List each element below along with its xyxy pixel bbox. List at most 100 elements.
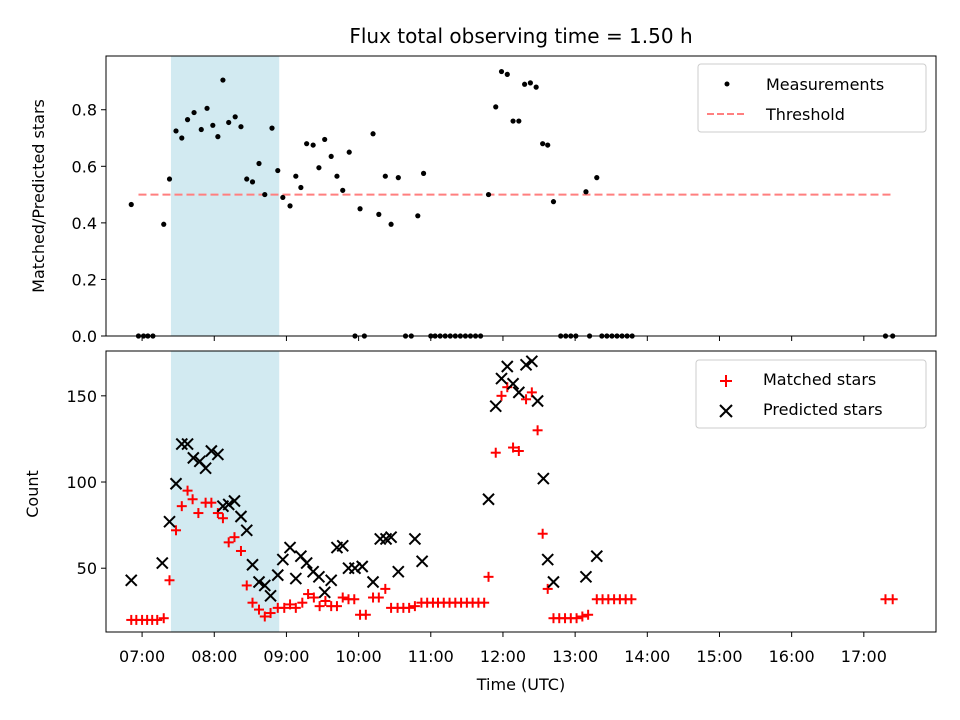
matched-star-point — [360, 609, 371, 620]
x-tick-label: 07:00 — [119, 647, 165, 666]
count-panel: Count Time (UTC) 50 100 150 07:00 08:00 09:00… — [23, 350, 937, 694]
x-tick-label: 15:00 — [696, 647, 742, 666]
measurement-point — [226, 119, 232, 126]
matched-star-point — [583, 609, 594, 620]
matched-star-point — [164, 575, 175, 586]
measurement-point — [322, 136, 328, 143]
matched-star-point — [373, 592, 384, 603]
measurement-point — [275, 167, 281, 174]
predicted-star-point — [531, 394, 544, 408]
predicted-star-point — [276, 553, 290, 566]
matched-star-point — [152, 614, 163, 625]
measurement-point — [415, 213, 421, 219]
x-tick-label: 10:00 — [336, 647, 382, 666]
matched-star-point — [206, 497, 217, 508]
matched-star-point — [265, 608, 276, 619]
x-tick-label: 11:00 — [408, 647, 454, 666]
chart-title: Flux total observing time = 1.50 h — [349, 24, 692, 48]
matched-star-point — [887, 594, 898, 605]
predicted-star-point — [205, 444, 218, 458]
predicted-star-point — [512, 386, 526, 399]
count-plot-frame — [105, 350, 937, 633]
matched-star-point — [223, 537, 234, 548]
measurement-point — [161, 221, 167, 227]
predicted-star-point — [222, 498, 235, 511]
x-tick-label: 09:00 — [263, 647, 309, 666]
predicted-star-point — [252, 575, 266, 589]
matched-star-point — [158, 613, 169, 624]
matched-star-point — [235, 545, 246, 556]
measurement-point — [420, 170, 427, 176]
ratio-panel: Flux total observing time = 1.50 h Match… — [29, 24, 937, 346]
predicted-star-point — [181, 437, 194, 451]
count-legend: Matched stars Predicted stars — [695, 359, 927, 429]
matched-star-point — [513, 445, 524, 456]
measurement-point — [485, 191, 492, 198]
measurement-point — [533, 84, 539, 90]
legend-threshold-label: Threshold — [765, 105, 845, 124]
predicted-star-point — [482, 493, 495, 506]
measurement-point — [128, 201, 134, 208]
predicted-star-point — [169, 477, 183, 490]
predicted-star-point — [590, 549, 603, 563]
predicted-star-point — [163, 515, 176, 528]
measurement-point — [334, 173, 340, 179]
measurement-point — [316, 165, 322, 171]
matched-star-point — [537, 528, 548, 539]
matched-star-point — [490, 447, 501, 458]
matched-star-point — [577, 611, 588, 622]
measurement-point — [238, 124, 244, 130]
count-y-tick-label: 150 — [66, 387, 97, 406]
measurement-point — [215, 134, 221, 140]
matched-star-point — [526, 387, 537, 398]
measurement-point — [382, 173, 388, 179]
predicted-star-point — [228, 494, 241, 508]
x-tick-label: 12:00 — [480, 647, 526, 666]
predicted-star-point — [211, 448, 225, 461]
count-y-axis-label: Count — [23, 470, 42, 518]
matched-star-point — [508, 442, 519, 453]
measurement-point — [522, 81, 528, 87]
predicted-star-point — [246, 558, 259, 571]
predicted-star-point — [374, 532, 387, 546]
matched-star-point — [182, 485, 193, 496]
matched-star-point — [496, 390, 507, 401]
measurement-point — [328, 153, 334, 160]
measurement-point — [376, 211, 382, 217]
matched-star-point — [314, 601, 325, 612]
measurement-point — [173, 128, 179, 134]
ratio-legend-box — [697, 63, 927, 133]
ratio-y-tick-label: 0.2 — [72, 270, 97, 289]
measurement-point — [540, 141, 546, 147]
matched-star-point — [297, 597, 308, 608]
measurement-point — [210, 122, 216, 128]
matched-star-point — [217, 513, 228, 524]
matched-star-point — [479, 597, 490, 608]
predicted-star-point — [234, 510, 248, 523]
matched-star-point — [380, 583, 391, 594]
matched-star-point — [532, 425, 543, 436]
measurement-point — [179, 135, 185, 141]
measurement-point — [232, 114, 238, 120]
ratio-y-tick-label: 0.6 — [72, 157, 97, 176]
predicted-star-point — [336, 539, 349, 553]
legend-matched-label: Matched stars — [763, 370, 876, 389]
measurement-point — [550, 199, 557, 205]
matched-star-point — [285, 599, 296, 610]
matched-star-point — [171, 525, 182, 536]
predicted-star-point — [506, 377, 520, 390]
matched-star-point — [308, 592, 319, 603]
matched-star-point — [212, 508, 223, 519]
measurement-point — [287, 203, 293, 209]
measurement-point — [249, 179, 256, 185]
measurement-point — [388, 221, 394, 227]
matched-star-point — [409, 601, 420, 612]
ratio-legend: Measurements Threshold — [697, 63, 927, 133]
predicted-star-point — [415, 555, 429, 568]
predicted-star-point — [392, 565, 405, 578]
predicted-star-point — [156, 556, 169, 570]
measurement-point — [395, 175, 401, 181]
matched-star-point — [571, 613, 582, 624]
measurement-point — [191, 109, 197, 116]
predicted-star-point — [312, 570, 326, 584]
